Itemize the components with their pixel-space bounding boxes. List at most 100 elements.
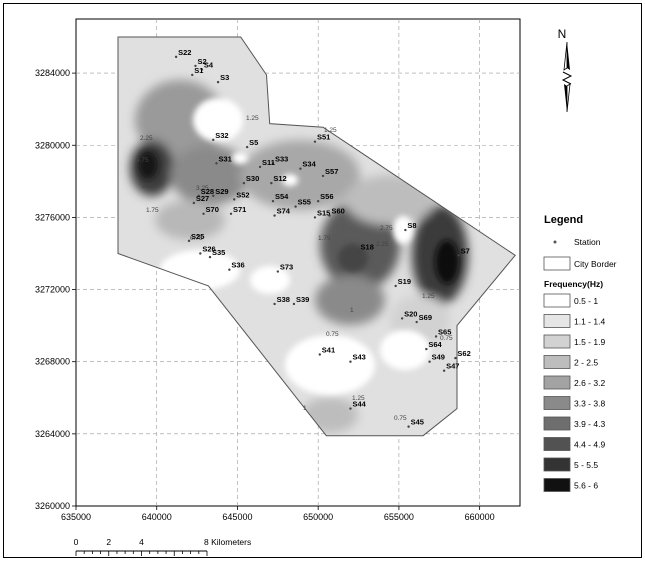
station-marker: [228, 268, 231, 271]
station-label: S20: [404, 309, 417, 318]
station-s7: S7: [457, 246, 470, 257]
station-s34: S34: [299, 160, 317, 170]
contour-label: 1.75: [318, 235, 331, 242]
station-s71: S71: [229, 205, 246, 215]
station-s49: S49: [428, 353, 445, 363]
station-marker: [318, 353, 321, 356]
legend-station-symbol: [553, 240, 557, 244]
station-label: S39: [296, 295, 309, 304]
station-label: S55: [298, 198, 311, 207]
station-label: S34: [302, 160, 316, 169]
station-s70: S70: [202, 205, 219, 215]
legend-class-swatch: [543, 396, 571, 410]
station-marker: [258, 165, 262, 169]
station-marker: [357, 250, 360, 253]
station-s32: S32: [212, 131, 229, 142]
station-marker: [321, 174, 325, 178]
y-tick-label: 3260000: [35, 501, 70, 511]
x-tick-label: 655000: [384, 512, 414, 522]
contour-label: 4.75: [136, 157, 149, 164]
legend-class-swatch: [543, 416, 571, 431]
figure-frame: [3, 3, 642, 558]
station-marker: [197, 194, 200, 197]
station-label: S35: [212, 248, 225, 257]
station-label: S51: [317, 133, 330, 142]
contour-label: 0.75: [394, 415, 407, 422]
station-marker: [245, 145, 249, 149]
station-marker: [313, 216, 317, 219]
station-marker: [191, 73, 194, 77]
legend-classes: 0.5 - 1 1.1 - 1.4 1.5 - 1.9 2 - 2.5 2.6 - 3.…: [543, 293, 605, 492]
legend-border-swatch: [543, 256, 571, 271]
y-tick-label: 3280000: [35, 140, 70, 150]
contour-label: 1.75: [146, 207, 159, 214]
station-label: S44: [352, 400, 366, 409]
y-tick-label: 3284000: [35, 68, 70, 78]
scale-bar-labels: 0 2 4 8 Kilometers: [74, 537, 252, 547]
legend-class-label: 2.6 - 3.2: [574, 378, 605, 388]
station-marker: [313, 140, 317, 143]
x-tick-label: 635000: [61, 512, 91, 522]
station-label: S54: [275, 192, 289, 201]
y-axis-ticks: 3284000 3280000 3276000 3272000 3268000 32640…: [35, 68, 76, 511]
contour-label: 1.25: [352, 395, 365, 402]
station-s60: S60: [328, 207, 345, 217]
legend-class-label: 1.1 - 1.4: [574, 317, 605, 327]
station-marker: [273, 214, 276, 217]
station-s65: S65: [434, 327, 451, 338]
station-marker: [233, 198, 236, 201]
contour-label: 2.75: [142, 183, 155, 190]
legend-class-label: 5 - 5.5: [574, 460, 598, 470]
surface-peaks: [138, 98, 459, 395]
legend-class-swatch: [543, 314, 571, 328]
station-s45: S45: [407, 418, 424, 428]
station-s56: S56: [316, 192, 334, 203]
station-s62: S62: [454, 349, 471, 360]
contour-label: 2.75: [380, 225, 393, 232]
station-label: S38: [277, 295, 290, 304]
legend-class-swatch: [543, 355, 571, 369]
station-s3: S3: [216, 73, 229, 84]
legend-class-label: 5.6 - 6: [574, 481, 598, 491]
station-label: S27: [196, 194, 209, 203]
contour-label: 1.25: [422, 293, 435, 300]
station-marker: [294, 205, 297, 208]
station-s44: S44: [349, 400, 367, 410]
station-marker: [270, 181, 273, 185]
legend-title: Legend: [544, 214, 583, 226]
station-s4: S4: [200, 61, 214, 71]
station-s52: S52: [233, 190, 250, 201]
legend-class-swatch: [543, 478, 571, 492]
station-marker: [187, 239, 191, 243]
legend-class-swatch: [543, 334, 571, 349]
station-label: S2: [197, 57, 206, 66]
station-s20: S20: [400, 309, 417, 320]
scale-bar: 0 2 4 8 Kilometers: [74, 537, 252, 556]
station-marker: [425, 347, 428, 351]
station-label: S74: [277, 207, 291, 216]
legend-class-label: 4.4 - 4.9: [574, 440, 605, 450]
contour-label: 0.75: [190, 235, 203, 242]
station-label: S12: [273, 174, 286, 183]
station-marker: [216, 80, 220, 84]
station-s19: S19: [394, 277, 411, 288]
station-label: S71: [233, 205, 246, 214]
station-marker: [400, 317, 404, 320]
legend-station-label: Station: [574, 237, 601, 247]
station-marker: [316, 199, 320, 203]
x-axis-ticks: 635000 640000 645000 650000 655000 660000: [61, 506, 495, 522]
station-marker: [192, 201, 196, 205]
x-tick-label: 660000: [465, 512, 495, 522]
station-label: S32: [215, 131, 228, 140]
scale-bar-label: 0: [74, 537, 79, 547]
station-marker: [276, 270, 280, 273]
station-s41: S41: [318, 345, 335, 356]
station-marker: [407, 425, 410, 428]
station-s12: S12: [270, 174, 287, 185]
station-label: S31: [218, 154, 231, 163]
surface-blobs: [130, 80, 468, 433]
legend-class-label: 0.5 - 1: [574, 296, 598, 306]
station-label: S45: [411, 418, 424, 427]
station-label: S1: [194, 66, 203, 75]
station-marker: [299, 167, 302, 170]
